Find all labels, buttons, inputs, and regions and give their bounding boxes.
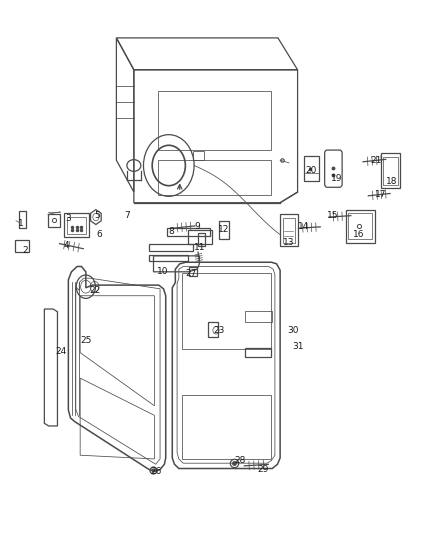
Bar xyxy=(280,214,297,246)
Text: 3: 3 xyxy=(66,214,71,223)
Bar xyxy=(189,267,197,276)
Bar xyxy=(304,156,319,181)
Bar xyxy=(219,221,229,239)
Bar xyxy=(67,216,86,234)
Bar xyxy=(383,157,398,184)
Text: 11: 11 xyxy=(194,244,205,253)
Text: 25: 25 xyxy=(80,336,92,345)
Bar xyxy=(208,322,218,337)
Bar xyxy=(188,230,212,244)
Text: 1: 1 xyxy=(18,220,23,229)
Text: 31: 31 xyxy=(292,342,304,351)
Bar xyxy=(15,240,29,252)
Bar xyxy=(182,273,272,349)
Text: 30: 30 xyxy=(287,326,299,335)
Text: 28: 28 xyxy=(234,456,246,465)
Bar xyxy=(283,218,295,243)
Text: 9: 9 xyxy=(194,222,200,231)
Text: 8: 8 xyxy=(168,228,174,237)
Bar xyxy=(149,255,188,261)
Bar xyxy=(158,160,272,195)
Text: 26: 26 xyxy=(150,467,161,475)
Bar xyxy=(198,233,205,246)
Bar xyxy=(245,349,272,357)
Bar xyxy=(346,209,375,243)
Text: 29: 29 xyxy=(257,465,268,474)
Text: 10: 10 xyxy=(156,268,168,276)
Bar xyxy=(245,311,272,322)
Text: 22: 22 xyxy=(89,286,100,295)
Bar xyxy=(149,244,193,251)
Text: 16: 16 xyxy=(353,230,364,239)
Text: 21: 21 xyxy=(371,156,382,165)
Bar xyxy=(193,151,204,160)
Text: 12: 12 xyxy=(218,225,229,234)
Text: 5: 5 xyxy=(94,212,99,221)
Text: 13: 13 xyxy=(283,238,295,247)
Bar xyxy=(182,395,272,459)
Text: 19: 19 xyxy=(331,174,343,183)
Text: 7: 7 xyxy=(124,212,130,221)
Text: 23: 23 xyxy=(213,326,225,335)
Text: 17: 17 xyxy=(375,190,386,199)
Text: 6: 6 xyxy=(96,230,102,239)
Bar xyxy=(348,213,372,239)
Text: 2: 2 xyxy=(22,246,28,255)
Text: 20: 20 xyxy=(305,166,316,175)
Bar xyxy=(158,91,272,150)
Text: 27: 27 xyxy=(185,269,196,278)
Bar xyxy=(64,213,89,237)
Bar xyxy=(166,228,210,236)
Text: 18: 18 xyxy=(386,177,397,186)
Text: 4: 4 xyxy=(64,241,69,250)
Text: 14: 14 xyxy=(298,222,310,231)
Text: 24: 24 xyxy=(55,347,67,356)
Bar xyxy=(381,154,400,188)
Text: 15: 15 xyxy=(327,212,338,221)
Bar xyxy=(19,211,25,228)
